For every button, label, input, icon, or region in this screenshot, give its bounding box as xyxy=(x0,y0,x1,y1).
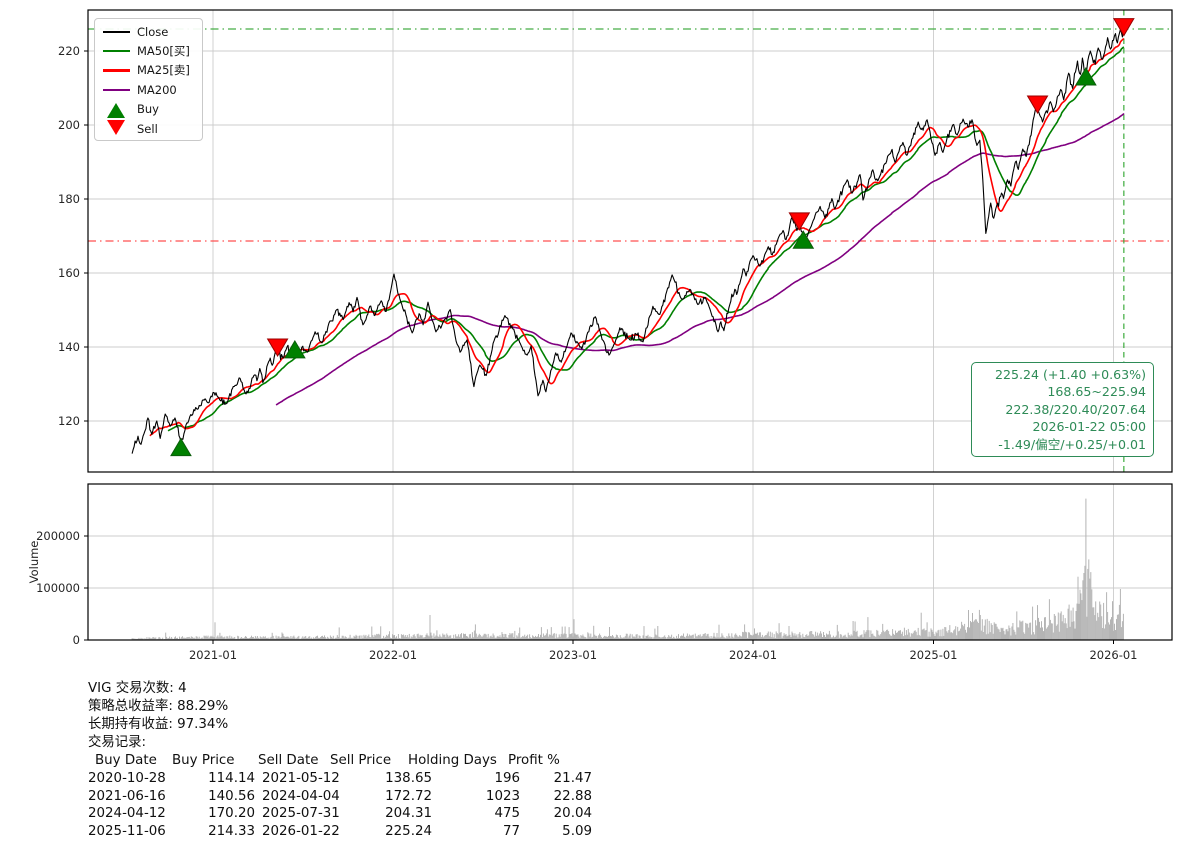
buy-marker xyxy=(283,339,306,359)
sell-marker xyxy=(1112,18,1135,37)
profit-pct: 5.09 xyxy=(562,823,592,839)
last-quote-info-box: 225.24 (+1.40 +0.63%) 168.65~225.94 222.… xyxy=(971,362,1154,458)
profit-pct: 21.47 xyxy=(553,771,592,786)
buy-price: 114.14 xyxy=(208,771,255,786)
legend-label: Buy xyxy=(137,102,159,117)
sell-price: 172.72 xyxy=(385,788,432,804)
col-sell-price: Sell Price xyxy=(330,753,392,768)
panel-frames xyxy=(87,9,1173,641)
info-price-change: 225.24 (+1.40 +0.63%) xyxy=(994,367,1146,382)
volume-panel-grid xyxy=(88,484,1172,640)
buy-price: 140.56 xyxy=(208,788,255,804)
svg-text:180: 180 xyxy=(58,192,80,206)
buy-date: 2021-06-16 xyxy=(88,788,166,804)
buy-hold-return-line: 长期持有收益: 97.34% xyxy=(88,717,229,732)
info-ma-values: 222.38/220.40/207.64 xyxy=(1005,401,1146,417)
col-profit: Profit % xyxy=(508,753,560,768)
trade-count-line: VIG 交易次数: 4 xyxy=(88,681,187,696)
svg-text:2024-01: 2024-01 xyxy=(729,648,777,662)
sell-price: 225.24 xyxy=(385,823,432,839)
svg-text:0: 0 xyxy=(73,633,80,647)
sell-date: 2024-04-04 xyxy=(262,788,340,804)
col-sell-date: Sell Date xyxy=(258,753,319,768)
svg-text:2021-01: 2021-01 xyxy=(189,648,237,662)
profit-pct: 20.04 xyxy=(553,806,592,822)
strategy-return-line: 策略总收益率: 88.29% xyxy=(88,699,229,714)
backtest-summary: VIG 交易次数: 4 策略总收益率: 88.29% 长期持有收益: 97.34… xyxy=(88,680,592,841)
svg-text:140: 140 xyxy=(58,340,80,354)
svg-text:2026-01: 2026-01 xyxy=(1089,648,1137,662)
ma200-line-swatch xyxy=(95,88,137,92)
svg-text:2022-01: 2022-01 xyxy=(369,648,417,662)
legend-label: MA25[卖] xyxy=(137,63,190,78)
holding-days: 475 xyxy=(494,806,520,822)
buy-marker xyxy=(170,437,192,457)
info-datetime: 2026-01-22 05:00 xyxy=(1032,419,1147,435)
buy-price: 214.33 xyxy=(208,823,255,839)
holding-days: 196 xyxy=(494,771,520,786)
svg-text:200: 200 xyxy=(58,118,80,132)
sell-price: 204.31 xyxy=(385,806,432,822)
sell-marker xyxy=(1026,95,1049,115)
legend-label: Sell xyxy=(137,121,158,136)
buy-triangle-icon xyxy=(95,103,137,119)
svg-text:120: 120 xyxy=(58,414,80,428)
col-buy-price: Buy Price xyxy=(172,753,235,768)
close-line-swatch xyxy=(95,30,137,33)
svg-text:2023-01: 2023-01 xyxy=(549,648,597,662)
buy-marker xyxy=(1075,66,1097,86)
ma50-line-swatch xyxy=(95,49,137,53)
profit-pct: 22.88 xyxy=(553,788,592,804)
sell-date: 2021-05-12 xyxy=(262,771,340,786)
axis-ticks xyxy=(84,50,1114,644)
holding-days: 77 xyxy=(502,823,520,839)
trade-record-title: 交易记录: xyxy=(88,735,147,750)
sell-date: 2025-07-31 xyxy=(262,806,340,822)
buy-price: 170.20 xyxy=(208,806,255,822)
trade-table-header: Buy Date Buy Price Sell Date Sell Price … xyxy=(88,752,560,770)
buy-date: 2025-11-06 xyxy=(88,823,166,839)
holding-days: 1023 xyxy=(485,788,520,804)
legend-label: Close xyxy=(137,24,169,39)
buy-date: 2020-10-28 xyxy=(88,771,166,786)
svg-text:220: 220 xyxy=(58,44,80,58)
svg-text:Volume: Volume xyxy=(27,541,41,584)
sell-marker xyxy=(266,338,289,357)
legend-item-ma25: MA25[卖] xyxy=(95,61,202,80)
svg-text:160: 160 xyxy=(58,266,80,280)
svg-text:200000: 200000 xyxy=(36,529,80,543)
buy-marker xyxy=(792,230,815,249)
trade-row: 2024-04-12 170.20 2025-07-31 204.31 475 … xyxy=(88,805,592,823)
col-buy-date: Buy Date xyxy=(95,753,157,768)
sell-date: 2026-01-22 xyxy=(262,823,340,839)
buy-date: 2024-04-12 xyxy=(88,806,166,822)
trade-row: 2020-10-28 114.14 2021-05-12 138.65 196 … xyxy=(88,770,592,788)
legend-item-ma50: MA50[买] xyxy=(95,41,202,60)
chart-legend: Close MA50[买] MA25[卖] MA200 Buy Sell xyxy=(94,18,203,142)
legend-item-ma200: MA200 xyxy=(95,80,202,99)
legend-label: MA200 xyxy=(137,82,177,97)
legend-label: MA50[买] xyxy=(137,44,190,59)
trade-markers xyxy=(170,18,1135,457)
strategy-chart: 120 140 160 180 200 220 0 100000 200000 2021-01 20… xyxy=(27,9,1173,662)
volume-bars xyxy=(131,498,1124,640)
trade-row: 2025-11-06 214.33 2026-01-22 225.24 77 5… xyxy=(88,823,592,841)
volume-axis-title: Volume xyxy=(27,541,41,584)
sell-triangle-icon xyxy=(95,120,137,136)
svg-text:100000: 100000 xyxy=(36,581,80,595)
legend-item-close: Close xyxy=(95,22,202,41)
axis-tick-labels: 120 140 160 180 200 220 0 100000 200000 2021-01 20… xyxy=(36,44,1137,662)
info-range: 168.65~225.94 xyxy=(1047,384,1146,400)
svg-text:2025-01: 2025-01 xyxy=(909,648,957,662)
legend-item-sell: Sell xyxy=(95,119,202,138)
sell-marker xyxy=(788,212,811,231)
sell-price: 138.65 xyxy=(385,771,432,786)
ma25-line-swatch xyxy=(95,69,137,72)
trade-row: 2021-06-16 140.56 2024-04-04 172.72 1023… xyxy=(88,788,592,806)
info-signal: -1.49/偏空/+0.25/+0.01 xyxy=(998,436,1146,452)
col-holding-days: Holding Days xyxy=(408,753,497,768)
legend-item-buy: Buy xyxy=(95,100,202,119)
